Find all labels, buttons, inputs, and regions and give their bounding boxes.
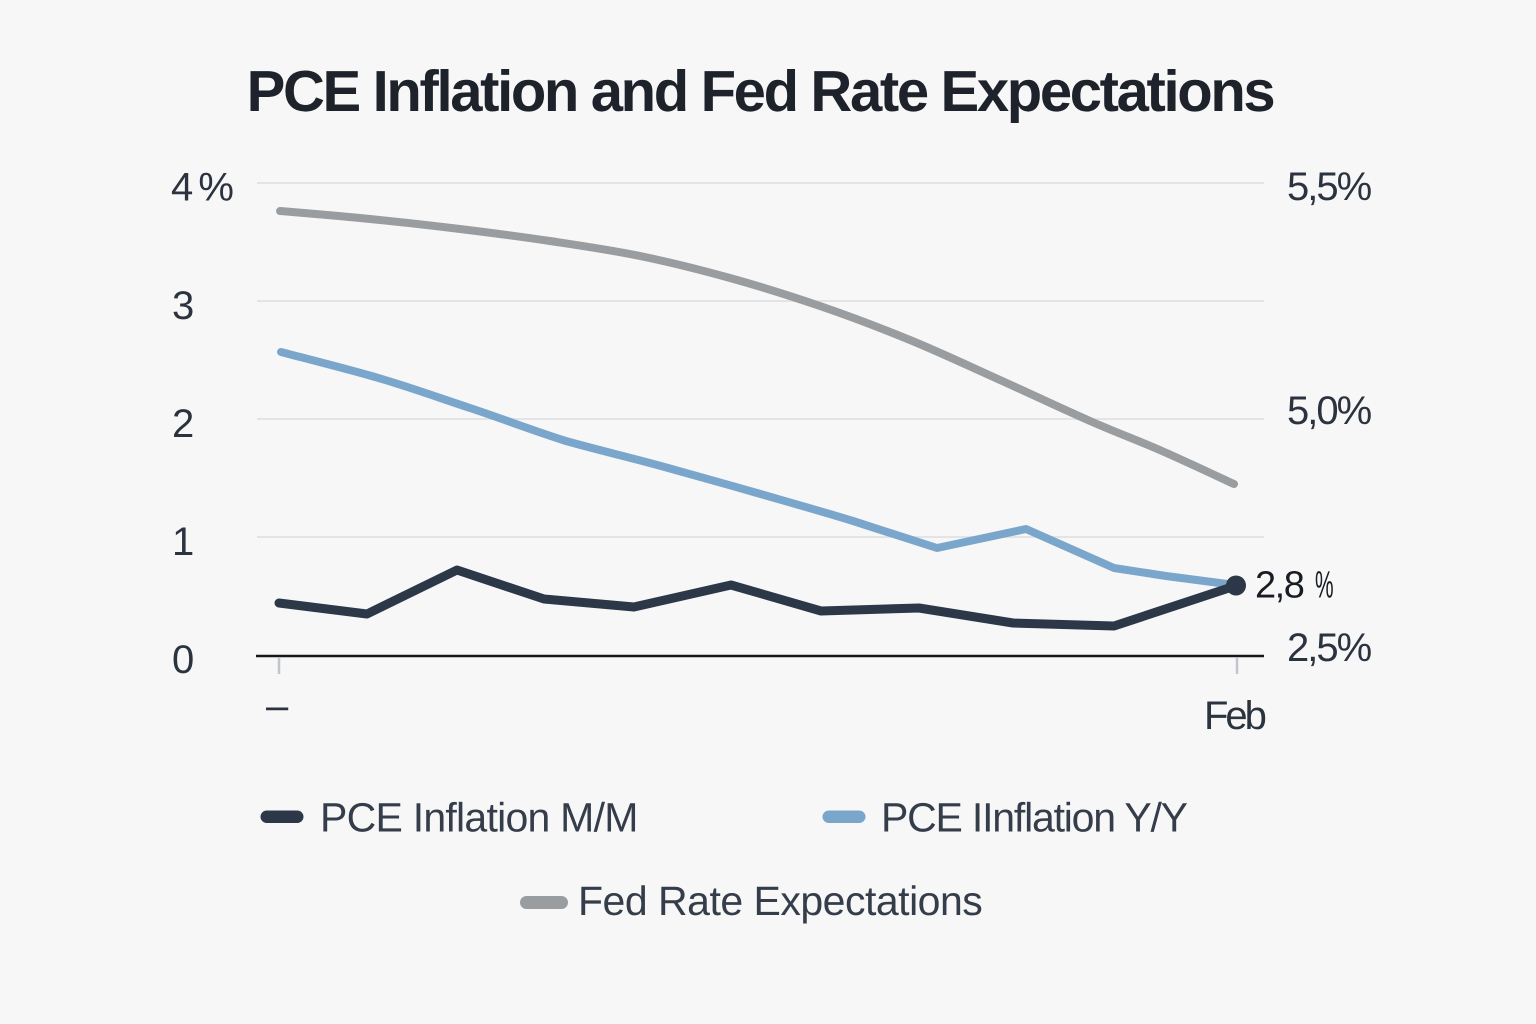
svg-text:Feb: Feb bbox=[1204, 694, 1266, 738]
svg-text:–: – bbox=[266, 684, 289, 728]
svg-text:5,0%: 5,0% bbox=[1287, 389, 1372, 433]
svg-text:2: 2 bbox=[172, 402, 194, 446]
svg-text:0: 0 bbox=[172, 638, 194, 682]
svg-text:2,8: 2,8 bbox=[1255, 565, 1304, 607]
svg-text:4 %: 4 % bbox=[171, 166, 233, 210]
svg-text:PCE IInflation Y/Y: PCE IInflation Y/Y bbox=[881, 795, 1188, 841]
svg-text:2,5%: 2,5% bbox=[1287, 626, 1372, 670]
svg-text:5,5%: 5,5% bbox=[1287, 165, 1372, 209]
svg-text:PCE Inflation and Fed Rate Exp: PCE Inflation and Fed Rate Expectations bbox=[247, 59, 1274, 124]
svg-text:PCE Inflation M/M: PCE Inflation M/M bbox=[320, 795, 638, 841]
svg-text:1: 1 bbox=[172, 520, 194, 564]
svg-text:Fed Rate Expectations: Fed Rate Expectations bbox=[578, 878, 982, 924]
svg-text:3: 3 bbox=[172, 284, 194, 328]
svg-text:%: % bbox=[1315, 565, 1334, 607]
